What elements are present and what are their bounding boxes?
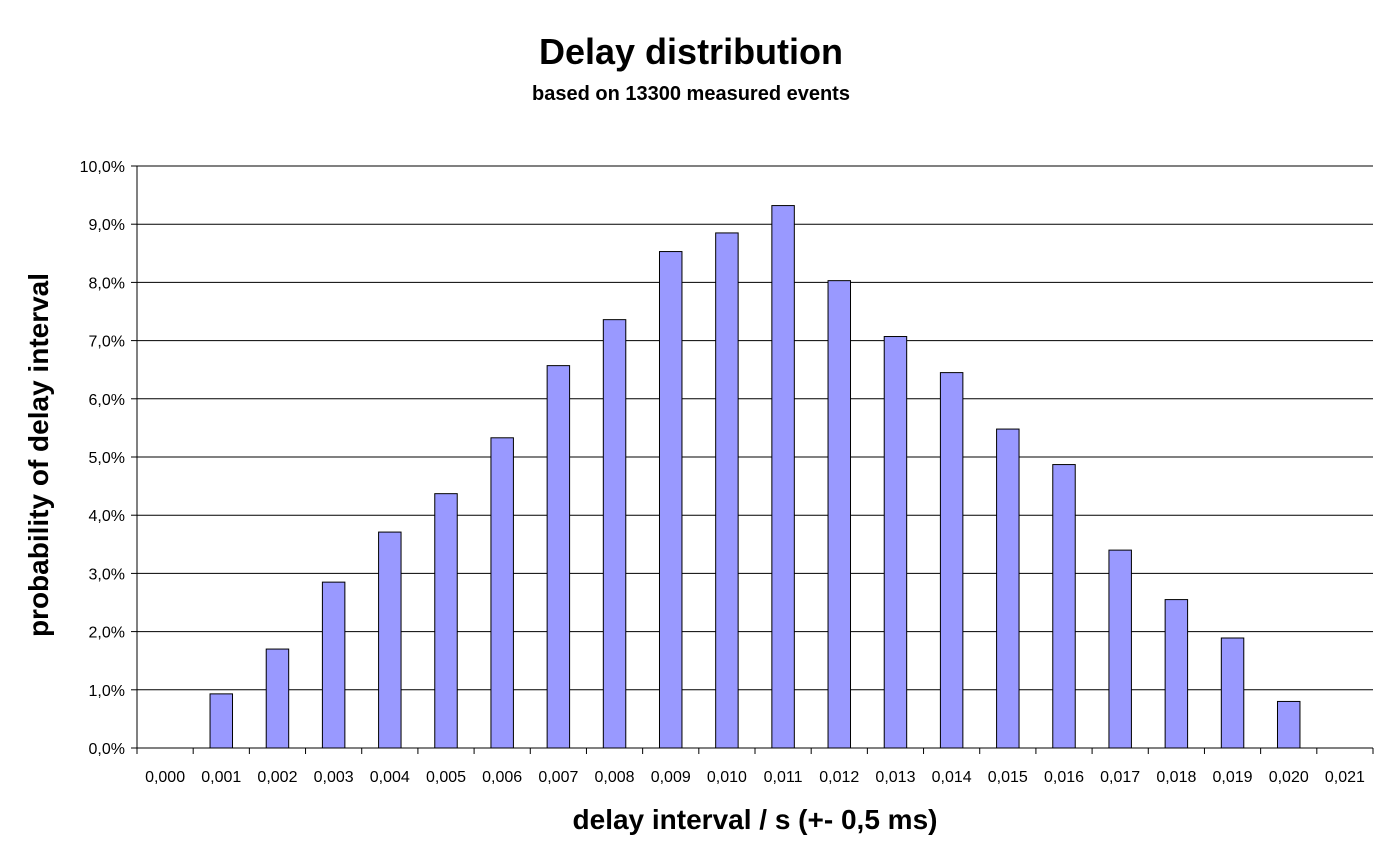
x-tick-label: 0,001: [201, 769, 241, 786]
bar-0,011: [771, 205, 795, 749]
x-tick-label: 0,008: [595, 769, 635, 786]
x-axis-title: delay interval / s (+- 0,5 ms): [573, 804, 938, 835]
bar-0,013: [883, 336, 908, 749]
bar-0,012: [827, 280, 852, 749]
bar-0,008: [602, 319, 627, 749]
y-tick-label: 10,0%: [80, 159, 125, 176]
y-tick-labels: 0,0% 1,0% 2,0% 3,0% 4,0% 5,0% 6,0% 7,0% 8,0% 9,0%…: [80, 159, 125, 758]
x-tick-label: 0,021: [1325, 769, 1365, 786]
x-tick-label: 0,000: [145, 769, 185, 786]
bars: [209, 205, 1301, 749]
bar-0,004: [378, 531, 402, 749]
bar-0,016: [1052, 464, 1076, 749]
x-tick-label: 0,007: [538, 769, 578, 786]
y-tick-label: 6,0%: [89, 392, 125, 409]
y-tick-label: 2,0%: [89, 625, 125, 642]
y-tick-label: 9,0%: [89, 217, 125, 234]
bar-0,006: [490, 437, 514, 749]
axes: [131, 165, 1374, 754]
bar-0,003: [321, 581, 346, 749]
x-tick-label: 0,003: [314, 769, 354, 786]
y-tick-label: 7,0%: [89, 334, 125, 351]
x-tick-label: 0,015: [988, 769, 1028, 786]
bar-0,019: [1220, 637, 1245, 749]
bar-0,017: [1108, 549, 1132, 749]
x-tick-label: 0,005: [426, 769, 466, 786]
x-tick-label: 0,006: [482, 769, 522, 786]
x-tick-label: 0,009: [651, 769, 691, 786]
x-tick-label: 0,010: [707, 769, 747, 786]
x-tick-labels: 0,000 0,001 0,002 0,003 0,004 0,005 0,006 0,007…: [145, 769, 1365, 786]
x-tick-label: 0,013: [875, 769, 915, 786]
y-tick-label: 4,0%: [89, 508, 125, 525]
y-tick-label: 0,0%: [89, 741, 125, 758]
bar-0,018: [1164, 599, 1189, 749]
x-tick-label: 0,004: [370, 769, 410, 786]
bar-0,002: [265, 648, 290, 749]
bar-0,007: [546, 365, 571, 749]
x-tick-label: 0,012: [819, 769, 859, 786]
x-tick-label: 0,011: [764, 769, 803, 786]
bar-0,010: [715, 232, 739, 749]
x-tick-label: 0,016: [1044, 769, 1084, 786]
y-tick-label: 3,0%: [89, 566, 125, 583]
bar-0,015: [996, 428, 1020, 749]
x-tick-label: 0,019: [1213, 769, 1253, 786]
y-axis-title: probability of delay interval: [23, 273, 54, 637]
chart-title: Delay distribution: [539, 31, 843, 72]
x-tick-label: 0,020: [1269, 769, 1309, 786]
bar-0,014: [939, 372, 964, 749]
chart-subtitle: based on 13300 measured events: [532, 83, 850, 105]
bar-0,020: [1276, 700, 1301, 749]
y-tick-label: 5,0%: [89, 450, 125, 467]
x-tick-label: 0,017: [1100, 769, 1140, 786]
bar-0,009: [658, 251, 683, 749]
x-tick-label: 0,018: [1156, 769, 1196, 786]
x-tick-label: 0,002: [257, 769, 297, 786]
y-tick-label: 1,0%: [89, 683, 125, 700]
y-tick-label: 8,0%: [89, 275, 125, 292]
x-tick-label: 0,014: [932, 769, 972, 786]
bar-0,005: [434, 493, 458, 749]
bar-0,001: [209, 693, 234, 749]
